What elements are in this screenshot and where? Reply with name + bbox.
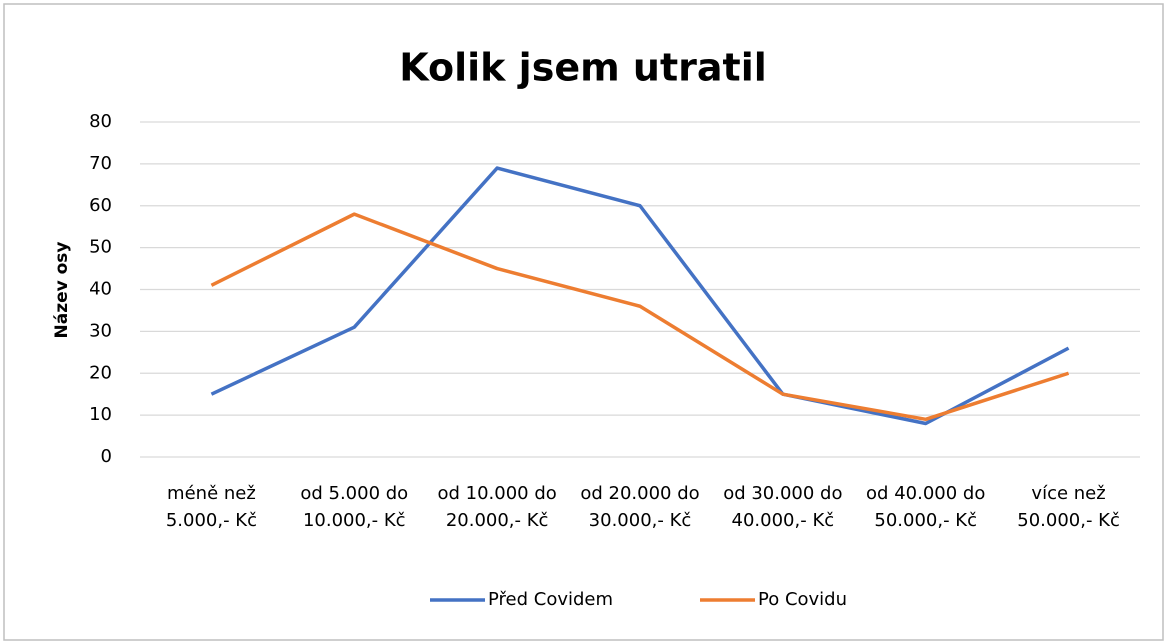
y-tick-label: 60 (89, 195, 112, 216)
series-line (210, 212, 1070, 422)
legend-label: Před Covidem (488, 589, 613, 610)
legend-label: Po Covidu (758, 589, 847, 610)
x-tick-label: od 30.000 do 40.000,- Kč (723, 483, 843, 531)
y-tick-label: 0 (101, 446, 112, 467)
x-tick-label: od 20.000 do 30.000,- Kč (580, 483, 700, 531)
y-tick-label: 40 (89, 279, 112, 300)
x-tick-label: od 5.000 do 10.000,- Kč (300, 483, 409, 531)
y-tick-label: 50 (89, 237, 112, 258)
chart-frame (3, 3, 1164, 641)
y-tick-label: 20 (89, 362, 112, 383)
x-tick-label: více než 50.000,- Kč (1017, 483, 1120, 531)
y-tick-label: 80 (89, 111, 112, 132)
y-tick-label: 70 (89, 153, 112, 174)
y-tick-label: 30 (89, 320, 112, 341)
y-axis-label: Název osy (52, 241, 72, 338)
y-tick-label: 10 (89, 404, 112, 425)
chart-title: Kolik jsem utratil (399, 46, 767, 90)
x-tick-label: méně než 5.000,- Kč (165, 483, 257, 531)
series-line (210, 166, 1070, 426)
x-tick-label: od 40.000 do 50.000,- Kč (866, 483, 986, 531)
x-tick-label: od 10.000 do 20.000,- Kč (437, 483, 557, 531)
